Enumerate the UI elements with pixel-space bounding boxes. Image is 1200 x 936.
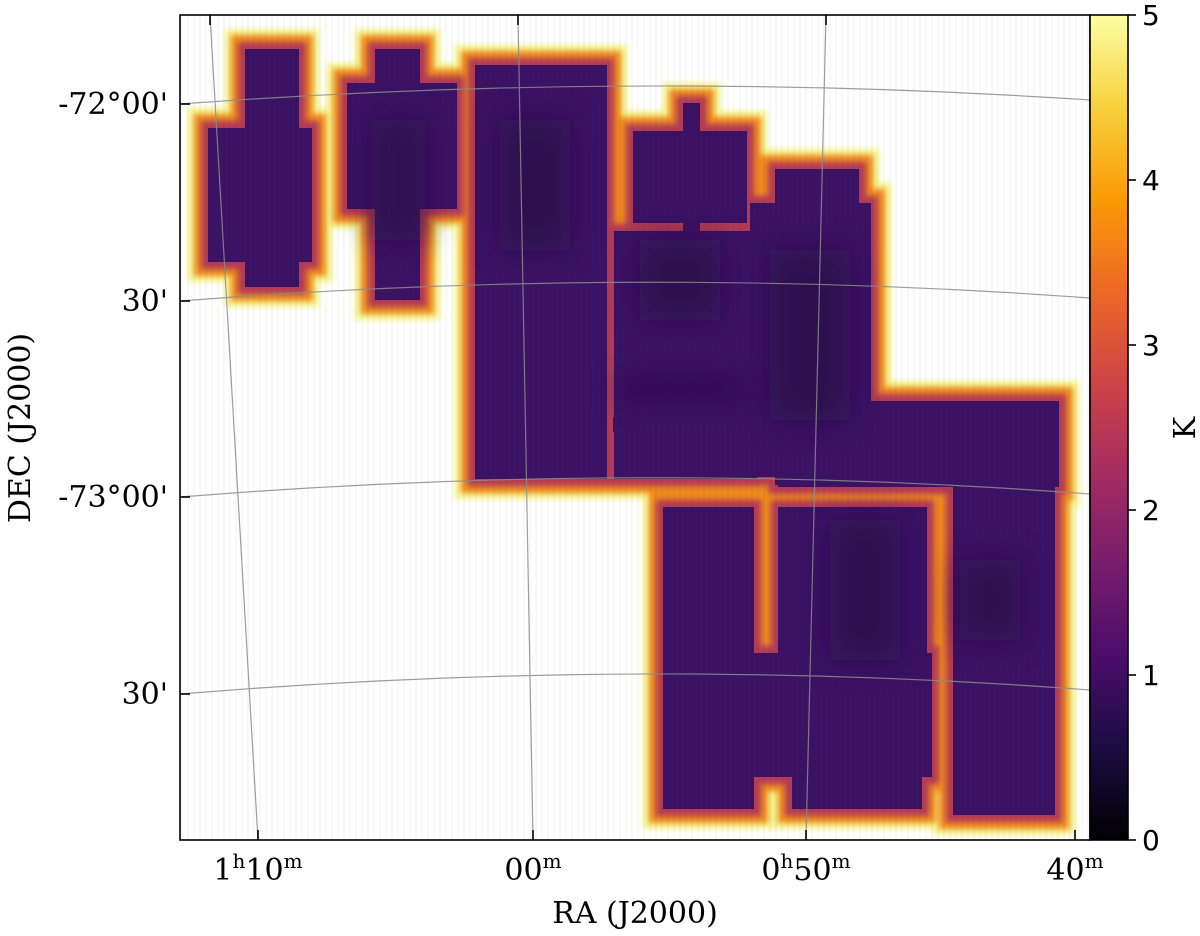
plot-area: [180, 15, 1090, 840]
y-tick-label-73-00: -73°00': [58, 480, 168, 515]
x-tick-label-1h10m: 1h10m: [213, 849, 302, 888]
grid-ra-0h50m: [805, 15, 827, 840]
field-interior-10: [613, 417, 743, 432]
y-axis-label: DEC (J2000): [3, 333, 38, 523]
x-tick-label-0h50m: 0h50m: [761, 849, 850, 888]
y-tick-label-72-00: -72°00': [58, 87, 168, 122]
colorbar-tick-label-0: 0: [1142, 824, 1160, 857]
colorbar-gradient: [1089, 14, 1129, 841]
coverage-interior: [181, 15, 1089, 840]
deep-region-1: [372, 120, 425, 240]
x-tick-label-40m: 40m: [1046, 849, 1103, 888]
tick-marks: [180, 15, 1076, 840]
colorbar-label: K: [1168, 416, 1200, 439]
grid-ra-1h00m: [517, 15, 534, 840]
field-interior-17: [666, 653, 932, 777]
y-tick-label-72-30: 30': [122, 284, 168, 319]
colorbar-tick-label-1: 1: [1142, 659, 1160, 692]
deep-region-3: [770, 250, 850, 420]
coverage-deep-regions: [372, 120, 1020, 660]
colorbar-ticks: 0 1 2 3 4 5: [1128, 0, 1160, 857]
colorbar-tick-label-5: 5: [1142, 0, 1160, 32]
colorbar-tick-label-3: 3: [1142, 329, 1160, 362]
x-tick-label-00m: 00m: [504, 849, 561, 888]
x-axis-label: RA (J2000): [552, 896, 718, 931]
deep-region-0: [500, 120, 570, 250]
coordinate-grid: [180, 15, 1090, 840]
field-interior-6: [683, 103, 700, 237]
deep-region-2: [640, 240, 720, 320]
grid-dec-73-00: [180, 477, 1090, 498]
grid-dec-72-00: [180, 85, 1090, 105]
survey-coverage-map: [181, 15, 1089, 840]
grid-ra-1h10m: [209, 15, 259, 840]
colorbar-tick-label-2: 2: [1142, 494, 1160, 527]
deep-region-5: [960, 560, 1020, 640]
deep-region-4: [830, 520, 900, 660]
field-interior-1: [208, 128, 312, 262]
y-tick-label-73-30: 30': [122, 677, 168, 712]
grid-dec-73-30: [180, 673, 1090, 695]
colorbar: 0 1 2 3 4 5 K: [1089, 0, 1200, 857]
deep-region-6: [620, 380, 745, 398]
grid-dec-72-30: [180, 281, 1090, 302]
colorbar-tick-label-4: 4: [1142, 164, 1160, 197]
